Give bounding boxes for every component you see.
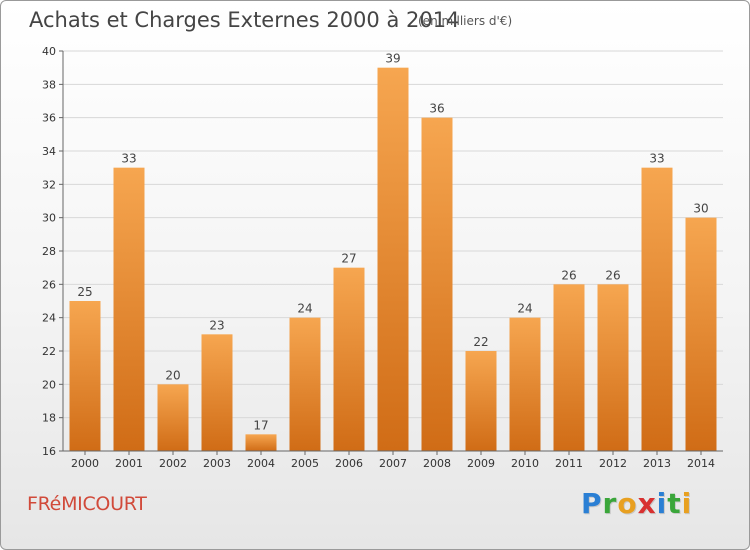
bar: [333, 267, 365, 451]
x-tick-label: 2002: [159, 457, 187, 470]
bar: [377, 67, 409, 452]
x-tick-label: 2009: [467, 457, 495, 470]
x-tick-label: 2000: [71, 457, 99, 470]
logo-letter: i: [681, 487, 693, 520]
x-tick-label: 2003: [203, 457, 231, 470]
bar: [553, 284, 585, 451]
bar: [157, 384, 189, 451]
bar: [597, 284, 629, 451]
bar-value-label: 33: [649, 152, 664, 166]
x-tick-label: 2010: [511, 457, 539, 470]
bar-value-label: 24: [517, 302, 532, 316]
y-tick-label: 16: [42, 445, 56, 458]
x-tick-label: 2001: [115, 457, 143, 470]
logo-letter: r: [602, 487, 618, 520]
axes: 16 18 20 22 24 26 28 30 32 34 36 38 40 2000 2001 2002 20…: [42, 45, 723, 470]
bar-value-label: 33: [121, 152, 136, 166]
y-tick-label: 40: [42, 45, 56, 58]
bar-value-label: 24: [297, 302, 312, 316]
x-tick-label: 2007: [379, 457, 407, 470]
bar: [685, 217, 717, 451]
x-tick-label: 2008: [423, 457, 451, 470]
y-tick-label: 36: [42, 112, 56, 125]
logo-letter: i: [656, 487, 668, 520]
x-tick-label: 2014: [687, 457, 715, 470]
bar-value-label: 36: [429, 102, 444, 116]
y-tick-label: 22: [42, 345, 56, 358]
bar-value-label: 26: [561, 268, 576, 282]
chart-unit: (en milliers d'€): [418, 14, 513, 28]
bar: [201, 334, 233, 451]
y-tick-label: 34: [42, 145, 56, 158]
bar-value-label: 26: [605, 268, 620, 282]
bar: [641, 167, 673, 451]
chart-title: Achats et Charges Externes 2000 à 2014: [29, 8, 460, 32]
proxiti-logo: Proxiti: [581, 487, 692, 520]
logo-letter: x: [637, 487, 657, 520]
logo-letter: t: [667, 487, 682, 520]
y-tick-label: 28: [42, 245, 56, 258]
bar-value-label: 25: [77, 285, 92, 299]
logo-letter: P: [581, 487, 603, 520]
bar-value-label: 30: [693, 202, 708, 216]
bar-value-label: 20: [165, 368, 180, 382]
x-tick-label: 2012: [599, 457, 627, 470]
bar-value-label: 27: [341, 252, 356, 266]
bar-value-label: 22: [473, 335, 488, 349]
town-name: FRéMICOURT: [27, 493, 147, 515]
x-tick-label: 2005: [291, 457, 319, 470]
bar-value-label: 39: [385, 52, 400, 66]
x-tick-label: 2011: [555, 457, 583, 470]
x-tick-label: 2004: [247, 457, 275, 470]
bar: [421, 117, 453, 452]
y-tick-label: 18: [42, 412, 56, 425]
y-tick-label: 30: [42, 212, 56, 225]
bar-value-label: 17: [253, 418, 268, 432]
x-tick-label: 2013: [643, 457, 671, 470]
bar: [465, 351, 497, 451]
bar: [69, 301, 101, 451]
bar-value-label: 23: [209, 318, 224, 332]
logo-letter: o: [617, 487, 638, 520]
y-tick-label: 20: [42, 378, 56, 391]
bar: [509, 317, 541, 451]
y-tick-label: 38: [42, 78, 56, 91]
y-tick-label: 24: [42, 312, 56, 325]
y-tick-label: 26: [42, 278, 56, 291]
bar: [245, 434, 277, 451]
bar: [113, 167, 145, 451]
y-tick-label: 32: [42, 178, 56, 191]
bars: 25 33 20 23 17 24 27 39 36 22 24 26 26 33 30: [69, 52, 717, 452]
x-tick-label: 2006: [335, 457, 363, 470]
bar: [289, 317, 321, 451]
